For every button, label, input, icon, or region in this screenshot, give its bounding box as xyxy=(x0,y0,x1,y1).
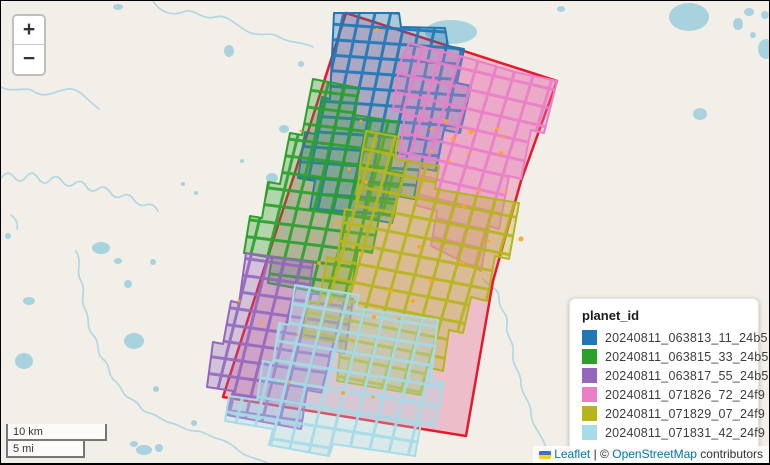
water-bodies xyxy=(5,3,769,455)
legend-rows: 20240811_063813_11_24b5 20240811_063815_3… xyxy=(582,330,768,440)
legend-swatch xyxy=(582,406,597,421)
legend-item: 20240811_063815_33_24b5 xyxy=(582,349,768,364)
legend-item-label: 20240811_071831_42_24f9 xyxy=(605,425,766,440)
scale-control: 10 km 5 mi xyxy=(6,423,107,458)
scale-mi: 5 mi xyxy=(6,440,85,458)
scene-20240811_071831_42_24f9[interactable] xyxy=(224,284,445,457)
openstreetmap-link[interactable]: OpenStreetMap xyxy=(612,447,697,461)
zoom-out-button[interactable]: − xyxy=(14,45,44,74)
orange-speckles xyxy=(237,28,524,399)
legend-item-label: 20240811_063815_33_24b5 xyxy=(605,349,769,364)
leaflet-link[interactable]: Leaflet xyxy=(554,447,591,461)
legend-swatch xyxy=(582,330,597,345)
streams xyxy=(1,1,562,463)
attribution-bar: Leaflet | © OpenStreetMap contributors xyxy=(533,446,769,463)
legend-title: planet_id xyxy=(582,308,640,323)
legend-swatch xyxy=(582,349,597,364)
legend-item: 20240811_071829_07_24f9 xyxy=(582,406,765,421)
legend-swatch xyxy=(582,368,597,383)
legend-swatch xyxy=(582,425,597,440)
legend-item-label: 20240811_063817_55_24b5 xyxy=(605,368,769,383)
legend-item: 20240811_063817_55_24b5 xyxy=(582,368,768,383)
attribution-separator: | xyxy=(593,447,597,461)
legend-item: 20240811_063813_11_24b5 xyxy=(582,330,767,345)
leaflet-flag-icon xyxy=(539,451,552,459)
zoom-control: + − xyxy=(12,14,46,76)
attribution-suffix: contributors xyxy=(700,447,763,461)
legend-item-label: 20240811_063813_11_24b5 xyxy=(605,330,768,345)
legend-panel: planet_id 20240811_063813_11_24b5 2024081… xyxy=(569,298,768,451)
scale-km: 10 km xyxy=(6,423,107,441)
zoom-in-button[interactable]: + xyxy=(14,16,44,45)
legend-swatch xyxy=(582,387,597,402)
legend-item: 20240811_071831_42_24f9 xyxy=(582,425,765,440)
copyright-symbol: © xyxy=(600,447,609,461)
legend-item: 20240811_071826_72_24f9 xyxy=(582,387,765,402)
legend-item-label: 20240811_071826_72_24f9 xyxy=(605,387,766,402)
legend-item-label: 20240811_071829_07_24f9 xyxy=(605,406,766,421)
